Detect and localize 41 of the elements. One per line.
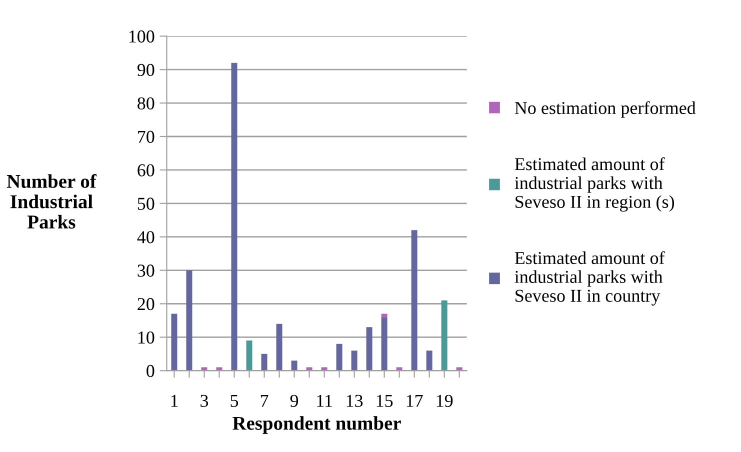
y-tick-label: 40: [137, 231, 154, 244]
bar: [411, 230, 418, 371]
y-tick-label: 100: [129, 30, 154, 43]
bar: [441, 300, 448, 371]
bar: [366, 327, 372, 371]
x-tick-label: 1: [171, 394, 178, 407]
x-tick-label: 7: [260, 394, 268, 407]
bar: [381, 314, 388, 318]
x-tick-label: 9: [290, 394, 298, 407]
x-tick-label: 5: [230, 394, 238, 407]
y-tick-label: 60: [138, 164, 154, 176]
x-tick-label: 3: [200, 394, 208, 407]
y-tick-label: 10: [138, 331, 154, 344]
bar: [351, 350, 358, 371]
x-tick-label: 15: [376, 394, 393, 407]
legend-label: No estimation performed: [514, 101, 696, 118]
y-tick-label: 0: [146, 364, 154, 378]
x-axis-title: Respondent number: [232, 416, 401, 434]
legend-label: Estimated amount of industrial parks with Seveso II in region (s): [514, 157, 674, 212]
bar: [336, 344, 342, 371]
bar: [246, 340, 252, 371]
bar: [426, 350, 432, 371]
x-tick-label: 13: [346, 394, 363, 407]
x-tick-label: 19: [436, 394, 453, 407]
x-tick-label: 17: [406, 394, 423, 407]
bar: [276, 324, 282, 371]
y-axis-title: Number of Industrial Parks: [6, 174, 97, 229]
legend-label: Estimated amount of industrial parks with Seveso II in country: [514, 251, 665, 306]
y-tick-label: 80: [138, 97, 154, 110]
y-tick-label: 20: [138, 298, 154, 310]
bar: [231, 62, 238, 371]
x-tick-label: 11: [317, 394, 332, 407]
bar: [291, 360, 298, 371]
bar: [381, 317, 388, 371]
y-tick-label: 90: [137, 64, 154, 76]
bar: [171, 314, 178, 371]
y-tick-label: 30: [138, 264, 154, 277]
bar: [261, 354, 268, 371]
y-tick-label: 50: [138, 198, 154, 210]
y-tick-label: 70: [138, 130, 154, 143]
bar: [186, 270, 192, 371]
